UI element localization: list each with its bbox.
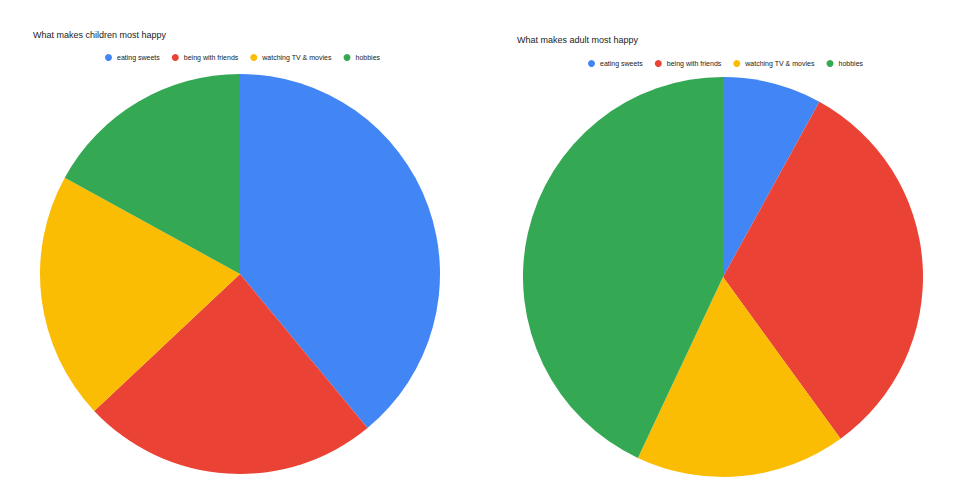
svg-text:being with friends: being with friends bbox=[184, 54, 239, 62]
svg-text:hobbies: hobbies bbox=[839, 60, 864, 67]
svg-text:eating sweets: eating sweets bbox=[117, 54, 160, 62]
svg-text:eating sweets: eating sweets bbox=[600, 60, 643, 68]
svg-text:watching TV & movies: watching TV & movies bbox=[261, 54, 332, 62]
svg-text:What makes adult most happy: What makes adult most happy bbox=[517, 35, 639, 45]
svg-text:hobbies: hobbies bbox=[356, 54, 381, 61]
svg-text:What makes children most happy: What makes children most happy bbox=[33, 30, 167, 40]
svg-text:watching TV & movies: watching TV & movies bbox=[744, 60, 815, 68]
svg-text:being with friends: being with friends bbox=[667, 60, 722, 68]
